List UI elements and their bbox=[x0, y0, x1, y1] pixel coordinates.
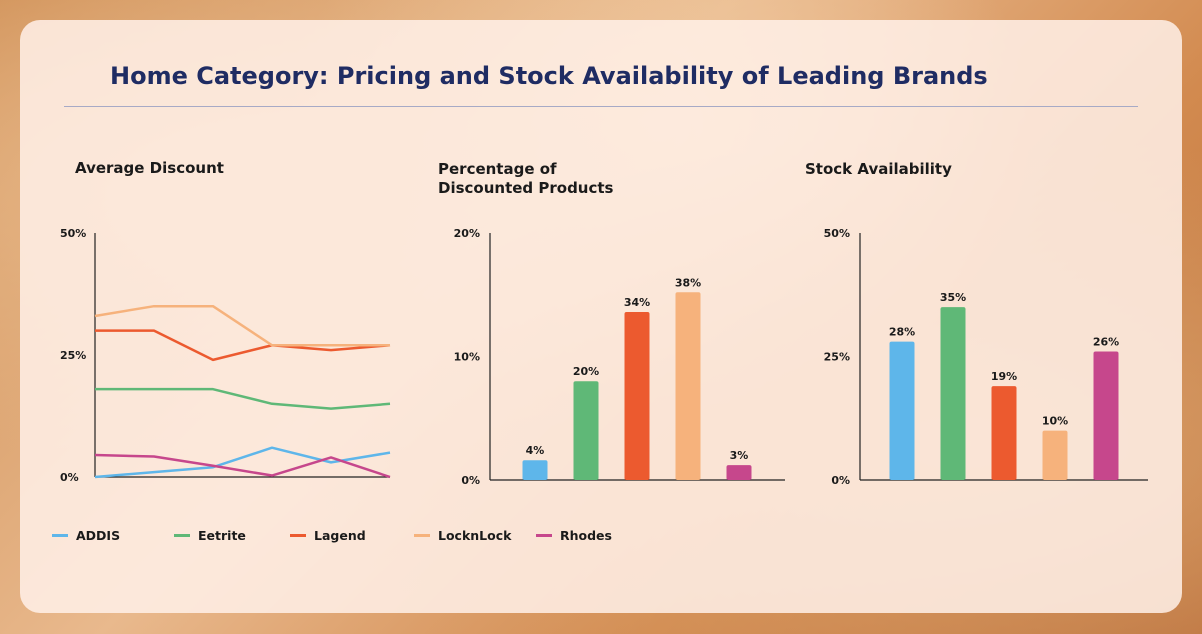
content-card bbox=[20, 20, 1182, 613]
bar-eetrite bbox=[573, 381, 599, 480]
chart-title-discounted-products: Percentage of Discounted Products bbox=[438, 160, 613, 198]
legend-label-locknlock: LocknLock bbox=[438, 528, 512, 543]
legend-swatch-locknlock bbox=[414, 534, 430, 537]
data-label-eetrite: 20% bbox=[573, 365, 599, 378]
bar-addis bbox=[889, 341, 915, 480]
bar-lagend bbox=[991, 386, 1017, 480]
y-tick-label: 0% bbox=[831, 474, 850, 487]
bar-chart-discounted-products: 0% 10% 20% 4% 20% 34% 38% 3% bbox=[454, 227, 785, 487]
bar-chart-stock-availability: 0% 25% 50% 28% 35% 19% 10% 26% bbox=[824, 227, 1148, 487]
page-title: Home Category: Pricing and Stock Availab… bbox=[110, 62, 988, 90]
legend-label-lagend: Lagend bbox=[314, 528, 366, 543]
legend-label-eetrite: Eetrite bbox=[198, 528, 246, 543]
legend-swatch-lagend bbox=[290, 534, 306, 537]
data-label-lagend: 19% bbox=[991, 370, 1017, 383]
legend-swatch-addis bbox=[52, 534, 68, 537]
legend-item-eetrite: Eetrite bbox=[174, 528, 246, 543]
data-label-rhodes: 26% bbox=[1093, 336, 1119, 349]
data-label-eetrite: 35% bbox=[940, 291, 966, 304]
y-tick-label: 25% bbox=[60, 349, 86, 362]
y-tick-label: 10% bbox=[454, 351, 480, 364]
series-line-lagend bbox=[95, 329, 391, 362]
y-tick-label: 20% bbox=[454, 227, 480, 240]
y-tick-label: 0% bbox=[461, 474, 480, 487]
chart-title-average-discount: Average Discount bbox=[75, 159, 224, 177]
data-label-locknlock: 10% bbox=[1042, 415, 1068, 428]
y-tick-label: 50% bbox=[60, 227, 86, 240]
chart-title-stock-availability: Stock Availability bbox=[805, 160, 952, 178]
bar-rhodes bbox=[726, 465, 752, 480]
bar-addis bbox=[522, 460, 548, 480]
bar-locknlock bbox=[675, 292, 701, 480]
chart-title-line-2: Discounted Products bbox=[438, 179, 614, 197]
y-tick-label: 50% bbox=[824, 227, 850, 240]
data-label-locknlock: 38% bbox=[675, 276, 701, 289]
series-line-locknlock bbox=[94, 304, 390, 347]
legend-label-addis: ADDIS bbox=[76, 528, 121, 543]
legend-item-lagend: Lagend bbox=[290, 528, 366, 543]
bar-rhodes bbox=[1093, 351, 1119, 480]
legend-item-locknlock: LocknLock bbox=[414, 528, 511, 543]
bar-eetrite bbox=[940, 307, 966, 480]
title-divider bbox=[64, 106, 1138, 107]
legend-label-rhodes: Rhodes bbox=[560, 528, 612, 543]
data-label-addis: 28% bbox=[889, 326, 915, 339]
legend-swatch-eetrite bbox=[174, 534, 190, 537]
y-tick-label: 25% bbox=[824, 351, 850, 364]
y-tick-label: 0% bbox=[60, 471, 79, 484]
data-label-addis: 4% bbox=[526, 444, 545, 457]
data-label-rhodes: 3% bbox=[730, 449, 749, 462]
series-line-eetrite bbox=[95, 387, 391, 410]
bar-locknlock bbox=[1042, 430, 1068, 480]
legend-item-addis: ADDIS bbox=[52, 528, 120, 543]
bar-lagend bbox=[624, 312, 650, 480]
legend-swatch-rhodes bbox=[536, 534, 552, 537]
data-label-lagend: 34% bbox=[624, 296, 650, 309]
chart-title-line-1: Percentage of bbox=[438, 160, 557, 178]
legend-item-rhodes: Rhodes bbox=[536, 528, 612, 543]
line-chart-average-discount: 0% 25% 50% bbox=[60, 227, 391, 484]
series-line-rhodes bbox=[94, 453, 391, 479]
